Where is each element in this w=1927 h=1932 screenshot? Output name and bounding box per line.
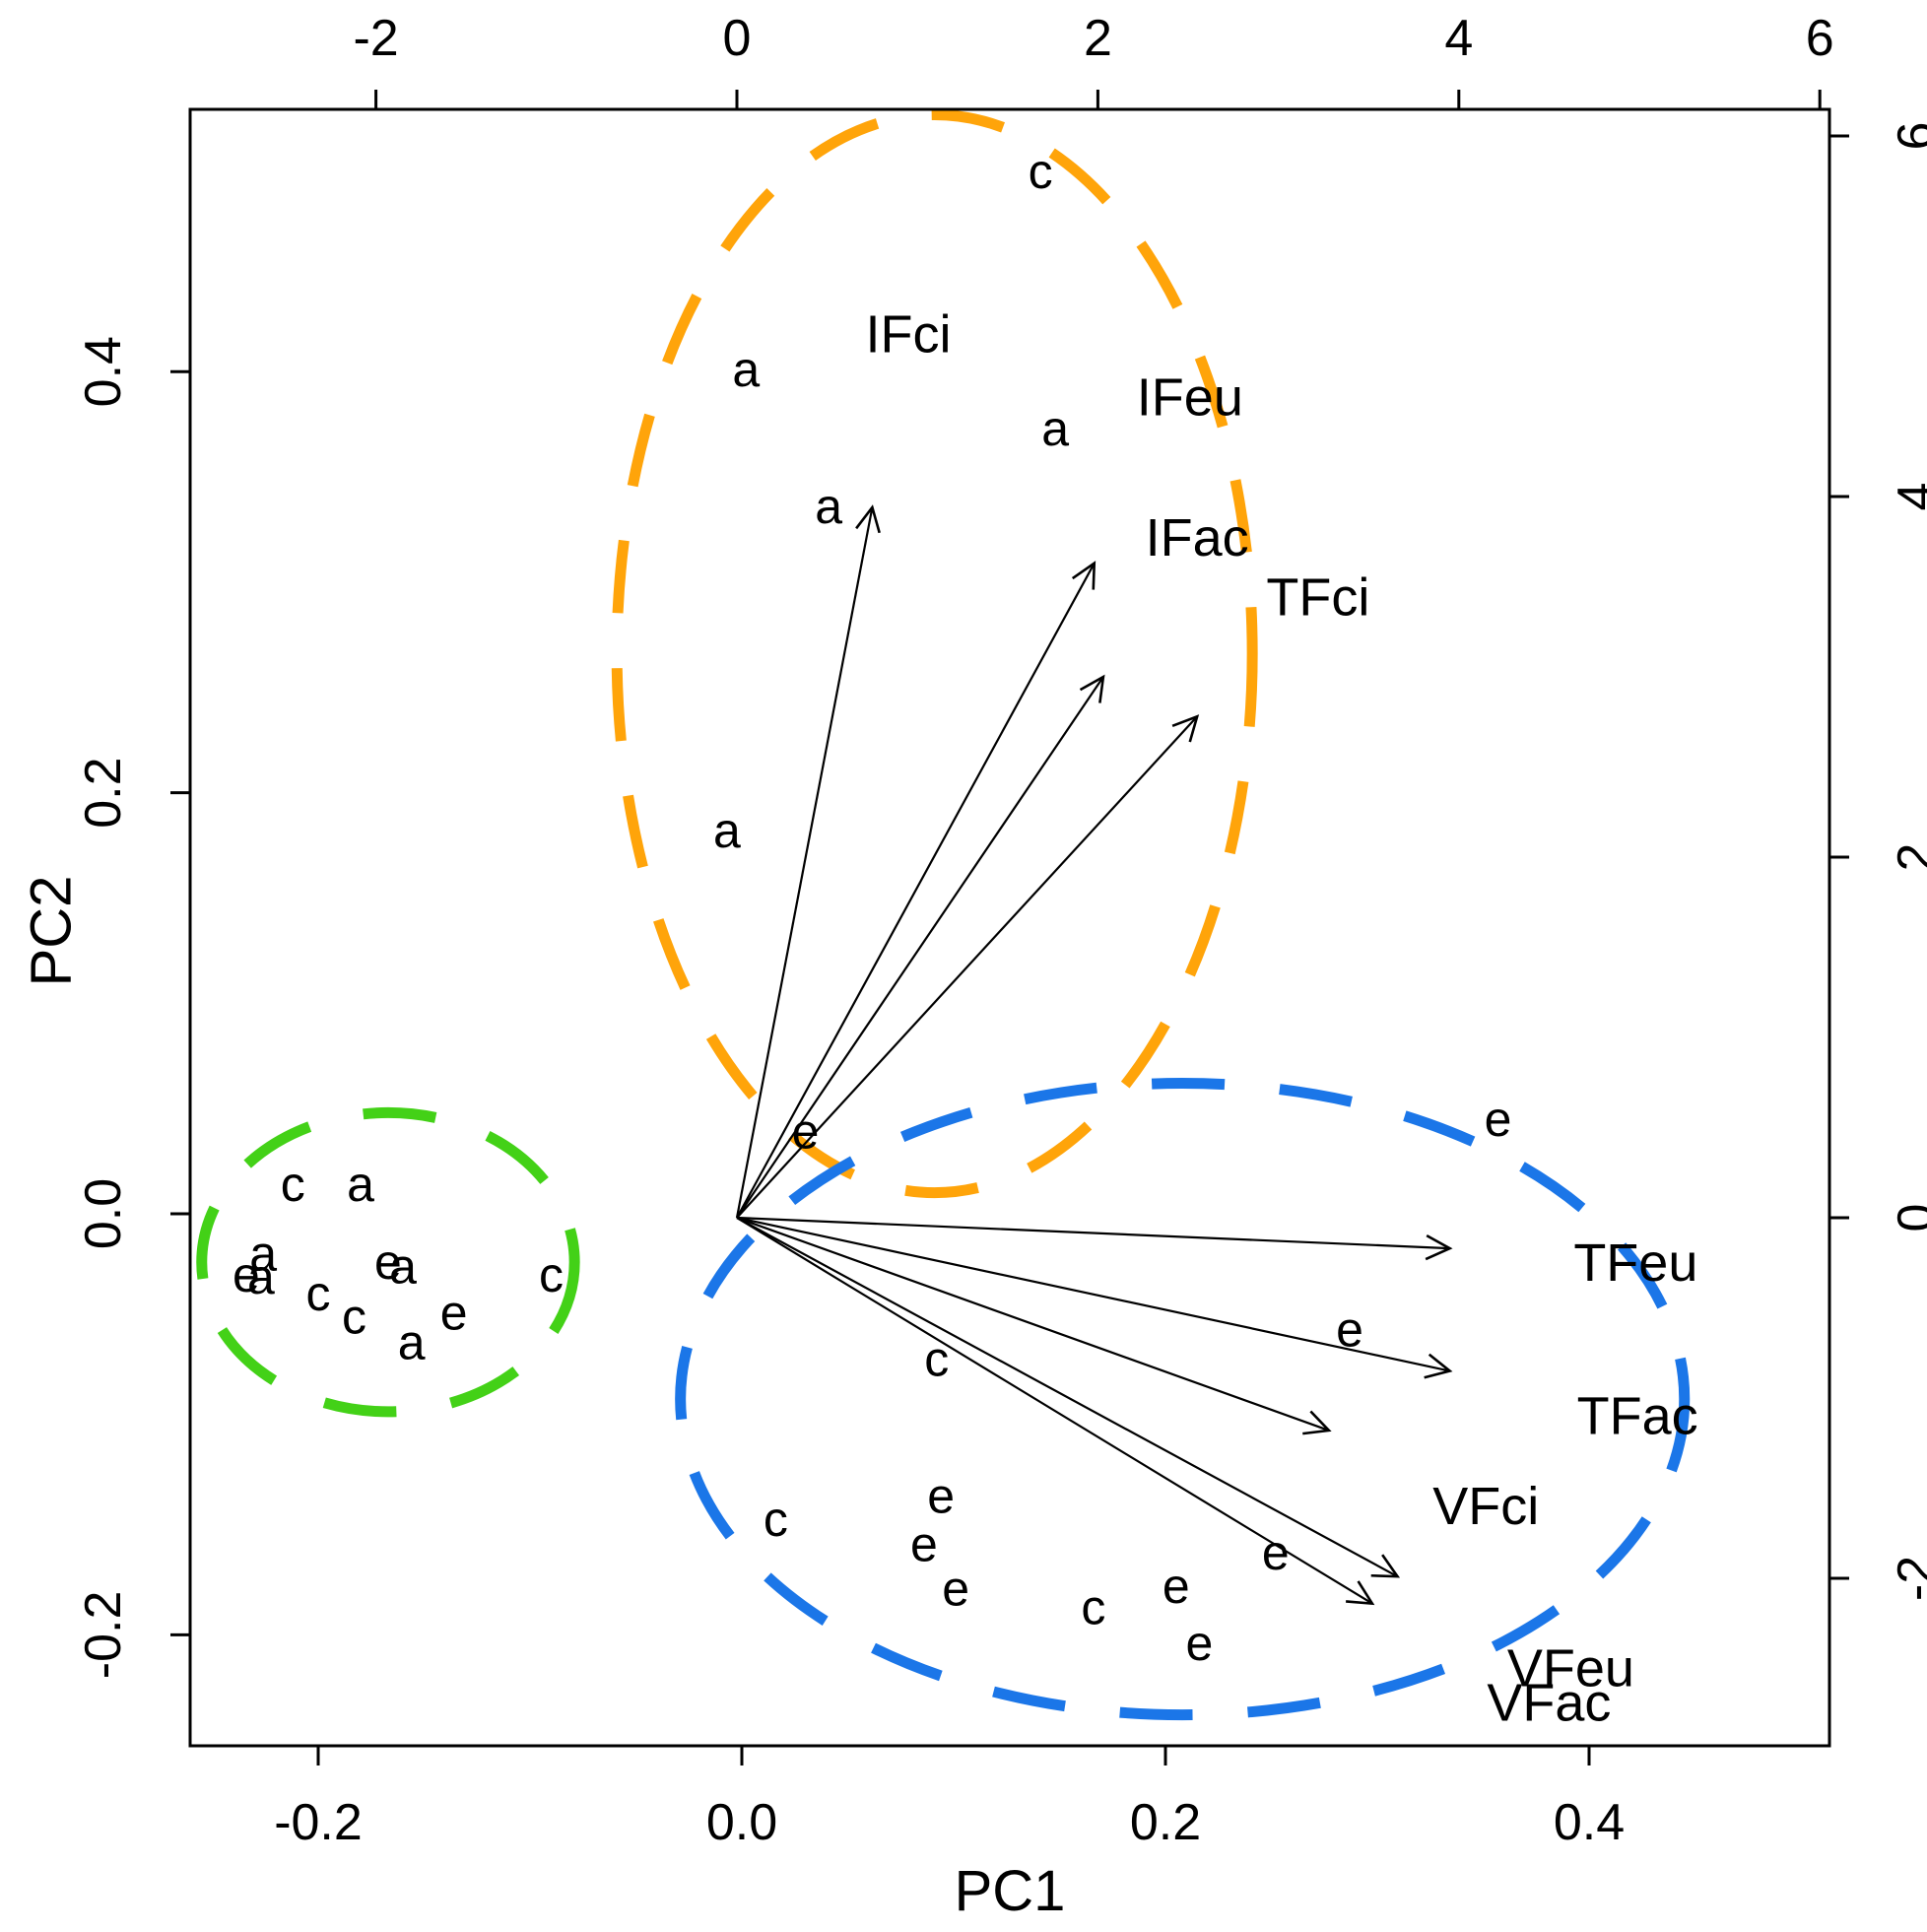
data-point-a-15: a — [815, 479, 842, 534]
x-tick-label-2: 0.2 — [1130, 1794, 1201, 1851]
loading-label-TFci: TFci — [1266, 567, 1369, 627]
loading-label-VFac: VFac — [1487, 1673, 1611, 1732]
data-point-e-23: e — [910, 1517, 938, 1572]
loading-label-IFci: IFci — [866, 304, 952, 364]
data-point-a-1: a — [347, 1157, 374, 1212]
data-point-e-26: e — [1163, 1559, 1190, 1614]
loading-arrow-TFeu — [736, 1216, 1453, 1261]
y-tick-label-3: -0.2 — [75, 1591, 132, 1680]
data-point-c-21: c — [764, 1492, 788, 1547]
data-point-c-12: c — [1029, 144, 1053, 199]
loading-label-VFeu: VFeu — [1507, 1639, 1634, 1699]
loading-arrow-VFci — [736, 1216, 1332, 1435]
loading-arrow-IFac — [736, 674, 1105, 1219]
right-tick-label-4: -2 — [1888, 1556, 1927, 1601]
data-point-a-4: a — [247, 1249, 275, 1304]
y-tick-label-1: 0.2 — [75, 757, 132, 828]
loading-arrow-IFci — [735, 504, 881, 1219]
loading-arrow-VFeu — [736, 1217, 1401, 1578]
data-point-e-18: e — [1485, 1092, 1512, 1147]
data-point-c-0: c — [281, 1157, 305, 1212]
data-point-c-8: c — [342, 1290, 366, 1345]
data-point-e-5: e — [374, 1234, 402, 1290]
group-ellipse-1 — [611, 108, 1258, 1199]
data-point-c-25: c — [1081, 1580, 1105, 1635]
data-point-e-28: e — [1262, 1525, 1290, 1580]
data-point-e-24: e — [942, 1561, 969, 1616]
data-point-e-19: e — [1336, 1302, 1363, 1358]
group-ellipse-2 — [675, 1078, 1691, 1721]
data-point-e-17: e — [792, 1104, 820, 1160]
data-point-a-2: a — [249, 1227, 277, 1282]
data-point-c-11: c — [539, 1247, 564, 1302]
data-point-e-27: e — [1185, 1616, 1213, 1671]
top-tick-label-3: 4 — [1444, 10, 1473, 67]
y-tick-label-0: 0.4 — [75, 336, 132, 407]
top-tick-label-2: 2 — [1084, 10, 1112, 67]
data-point-e-3: e — [233, 1247, 260, 1302]
right-tick-label-1: 4 — [1888, 483, 1927, 511]
data-point-a-10: a — [398, 1314, 426, 1369]
loading-arrow-TFac — [736, 1216, 1453, 1379]
top-tick-label-1: 0 — [723, 10, 752, 67]
y-axis-title: PC2 — [19, 875, 84, 987]
x-tick-label-0: -0.2 — [274, 1794, 363, 1851]
data-point-e-9: e — [440, 1285, 468, 1340]
data-point-a-16: a — [713, 803, 741, 858]
loading-label-TFac: TFac — [1577, 1386, 1698, 1445]
plot-frame — [188, 107, 1831, 1748]
data-point-c-7: c — [306, 1266, 331, 1321]
group-ellipse-0 — [196, 1106, 580, 1418]
loading-arrow-TFci — [736, 714, 1200, 1219]
loading-label-IFeu: IFeu — [1137, 367, 1243, 427]
data-point-a-14: a — [1041, 401, 1069, 456]
right-tick-label-2: 2 — [1888, 843, 1927, 872]
right-tick-label-3: 0 — [1888, 1204, 1927, 1232]
top-tick-label-4: 6 — [1806, 10, 1834, 67]
data-point-a-13: a — [732, 342, 760, 397]
x-tick-label-1: 0.0 — [706, 1794, 777, 1851]
data-point-e-22: e — [927, 1468, 955, 1523]
x-tick-label-3: 0.4 — [1554, 1794, 1625, 1851]
y-tick-label-2: 0.0 — [75, 1178, 132, 1249]
x-axis-title: PC1 — [954, 1859, 1066, 1923]
loading-arrow-IFeu — [736, 561, 1096, 1219]
loading-label-TFeu: TFeu — [1573, 1233, 1697, 1293]
data-point-c-20: c — [924, 1331, 949, 1386]
loading-label-VFci: VFci — [1432, 1477, 1539, 1536]
loading-arrow-VFac — [736, 1217, 1375, 1606]
right-tick-label-0: 6 — [1888, 122, 1927, 151]
top-tick-label-0: -2 — [353, 10, 398, 67]
data-point-a-6: a — [389, 1238, 417, 1294]
loading-label-IFac: IFac — [1146, 508, 1249, 567]
